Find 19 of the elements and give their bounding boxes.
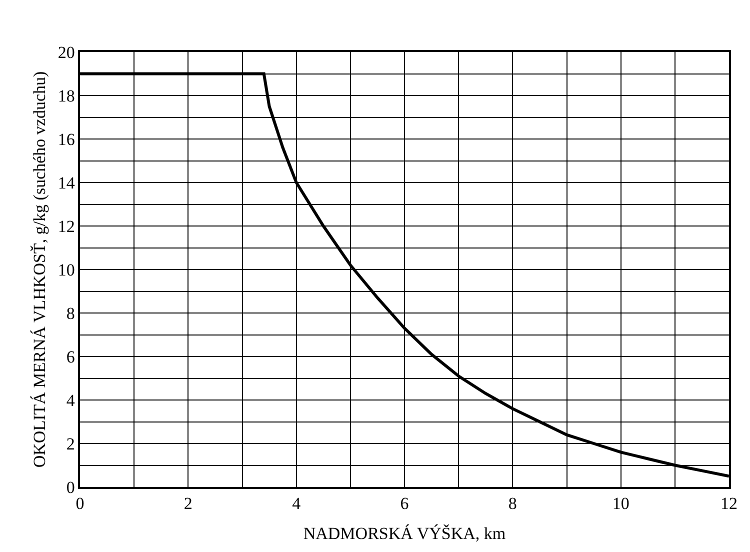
x-tick-label: 12 <box>720 494 738 514</box>
x-tick-label: 6 <box>400 494 409 514</box>
y-tick-label: 8 <box>66 304 75 323</box>
y-tick-label: 0 <box>66 478 75 497</box>
x-axis-title: NADMORSKÁ VÝŠKA, km <box>303 524 506 544</box>
y-tick-label: 2 <box>66 434 75 454</box>
y-tick-label: 20 <box>58 42 75 62</box>
x-tick-label: 4 <box>292 494 302 514</box>
y-axis-title: OKOLITÁ MERNÁ VLHKOSŤ, g/kg (suchého vzduchu) <box>30 71 49 468</box>
x-tick-label: 2 <box>184 494 192 514</box>
x-tick-label: 10 <box>612 494 630 514</box>
y-tick-label: 4 <box>66 390 76 410</box>
y-tick-label: 12 <box>58 216 75 236</box>
y-tick-label: 18 <box>58 86 75 106</box>
x-tick-label: 8 <box>508 494 517 514</box>
y-tick-label: 16 <box>58 130 75 149</box>
y-tick-label: 14 <box>58 173 76 192</box>
y-tick-label: 10 <box>58 260 75 280</box>
y-tick-label: 6 <box>66 347 75 366</box>
